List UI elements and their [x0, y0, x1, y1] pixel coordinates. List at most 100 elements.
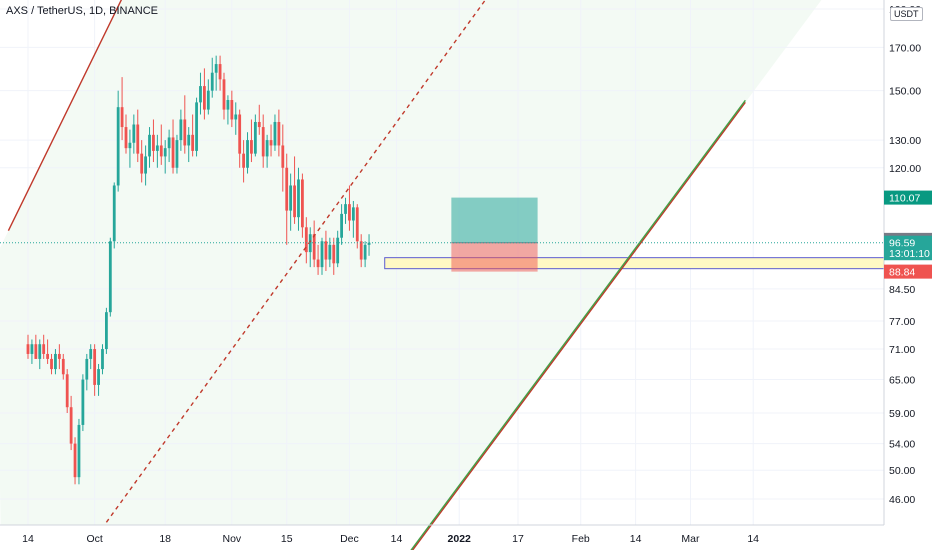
channel-mid-line[interactable] — [105, 0, 506, 523]
x-tick-label: Dec — [340, 533, 359, 545]
candle-body — [124, 127, 128, 149]
position-zones — [384, 197, 885, 272]
candle-body — [285, 167, 289, 211]
candle-body — [328, 244, 332, 260]
x-tick-label: 14 — [391, 533, 403, 545]
candle-body — [234, 114, 238, 120]
candle-body — [61, 358, 65, 375]
candle-body — [155, 145, 159, 151]
candle-body — [222, 79, 226, 110]
y-tick-label: 84.50 — [889, 284, 915, 296]
candle-body — [336, 237, 340, 264]
candle-body — [50, 358, 53, 370]
candle-body — [281, 145, 285, 168]
candle-body — [69, 407, 73, 444]
channel-lower-line-2[interactable] — [408, 99, 746, 550]
candle-body — [312, 234, 316, 260]
candle-body — [206, 90, 210, 110]
candle-body — [273, 121, 277, 146]
x-tick-label: 14 — [22, 533, 34, 545]
time-axis[interactable]: 14 Oct 18 Nov 15 Dec 14 2022 17 Feb 14 Mar 14 — [22, 533, 759, 545]
candle-body — [261, 127, 265, 157]
candle-body — [77, 424, 81, 478]
candle-body — [101, 349, 104, 370]
x-tick-label: 14 — [747, 533, 759, 545]
candle-body — [42, 344, 46, 354]
price-axis[interactable]: 46.00 50.00 54.00 59.00 65.00 71.00 77.00 84.50… — [889, 4, 921, 506]
y-tick-label: 130.00 — [889, 135, 921, 147]
y-tick-label: 65.00 — [889, 375, 915, 387]
candle-body — [105, 312, 108, 350]
candle-body — [230, 100, 234, 120]
candle-body — [144, 156, 147, 174]
candle-body — [38, 344, 42, 359]
candle-body — [148, 134, 151, 157]
candle-body — [73, 443, 77, 478]
candle-body — [159, 145, 163, 157]
y-tick-label: 170.00 — [889, 42, 921, 54]
candle-body — [265, 140, 269, 157]
candle-body — [179, 119, 183, 141]
candle-body — [242, 153, 245, 168]
candle-body — [57, 353, 61, 359]
candle-body — [367, 242, 371, 245]
candle-body — [253, 121, 257, 154]
candle-body — [171, 137, 175, 168]
candle-body — [183, 119, 187, 146]
candle-body — [332, 244, 336, 264]
candle-body — [140, 153, 144, 174]
price-badge-label: 88.84 — [889, 267, 915, 279]
candle-body — [257, 121, 261, 128]
candle-body — [324, 241, 328, 260]
candle-body — [112, 185, 116, 242]
candle-body — [191, 134, 195, 151]
candle-body — [65, 374, 69, 408]
candle-body — [120, 107, 124, 128]
y-tick-label: 150.00 — [889, 86, 921, 98]
candle-body — [54, 353, 57, 370]
candle-body — [316, 259, 320, 268]
x-tick-label: Mar — [681, 533, 700, 545]
target-zone[interactable] — [451, 197, 538, 243]
candle-body — [269, 140, 273, 146]
x-tick-label: Oct — [86, 533, 102, 545]
x-tick-label: 14 — [630, 533, 642, 545]
candle-body — [238, 114, 242, 154]
candle-body — [308, 234, 312, 253]
currency-button[interactable]: USDT — [890, 7, 923, 21]
candle-body — [46, 353, 49, 359]
candle-body — [132, 124, 136, 143]
y-tick-label: 77.00 — [889, 316, 915, 328]
channel-lines — [7, 0, 746, 550]
symbol-title: AXS / TetherUS, 1D, BINANCE — [6, 5, 159, 17]
candle-body — [355, 207, 359, 242]
candle-body — [116, 107, 120, 186]
y-tick-label: 50.00 — [889, 465, 915, 477]
candle-body — [246, 140, 249, 168]
candle-body — [34, 344, 38, 359]
candle-body — [210, 72, 214, 91]
candle-body — [81, 379, 85, 425]
candle-body — [163, 148, 167, 157]
candle-body — [344, 204, 347, 214]
price-badge — [884, 264, 932, 279]
price-badge-label: 110.07 — [889, 193, 920, 205]
stop-zone[interactable] — [451, 242, 538, 272]
y-tick-label: 46.00 — [889, 494, 915, 506]
candle-body — [136, 124, 140, 154]
candle-body — [214, 64, 218, 73]
candle-body — [152, 134, 155, 151]
candle-body — [97, 369, 100, 385]
gridlines — [0, 0, 884, 525]
price-badge — [884, 190, 932, 205]
candle-body — [187, 134, 191, 146]
candle-body — [289, 185, 293, 211]
price-badge-label: 13:01:10 — [889, 248, 930, 260]
y-tick-label: 120.00 — [889, 163, 921, 175]
channel-lower-line[interactable] — [408, 101, 746, 550]
candle-body — [175, 140, 179, 168]
candles — [26, 55, 371, 485]
candle-body — [277, 121, 281, 146]
channel-upper-line[interactable] — [7, 0, 137, 232]
